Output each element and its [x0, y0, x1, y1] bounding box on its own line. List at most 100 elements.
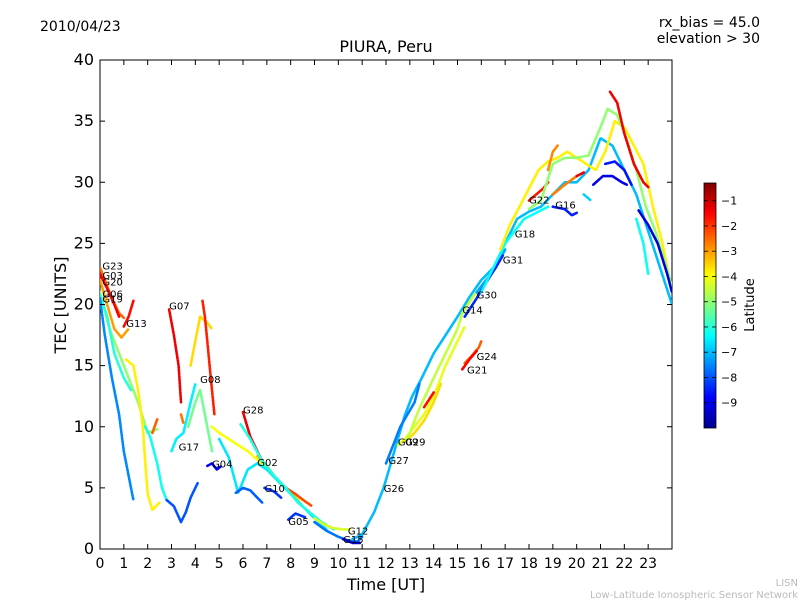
date-label: 2010/04/23	[40, 19, 121, 35]
satellite-track	[460, 349, 478, 371]
satellite-track	[206, 462, 223, 471]
prn-label: G17	[179, 442, 199, 453]
satellite-track	[499, 119, 672, 294]
y-tick-label: 10	[74, 417, 94, 436]
prn-label: G06	[102, 289, 122, 300]
satellite-track	[144, 425, 168, 502]
prn-label: G19	[102, 294, 122, 305]
prn-label: G20	[102, 277, 122, 288]
x-tick-label: 8	[286, 556, 295, 572]
prn-label: G14	[462, 305, 482, 316]
satellite-track	[406, 284, 483, 441]
y-tick-label: 35	[74, 111, 94, 130]
prn-label: G31	[503, 255, 523, 266]
prn-label: G12	[348, 527, 368, 538]
colorbar-tick-label: −4	[721, 270, 737, 283]
prn-label: G04	[212, 459, 232, 470]
prn-label: G26	[384, 484, 404, 495]
y-axis-label: TEC [UNITS]	[51, 257, 70, 355]
axes-layer: 0 1 2 3 4 5 6 7 8 9 10 11 12 13 14 15 16 17 18 19 20 21 22 2305…	[74, 50, 672, 572]
plot-area: 0 1 2 3 4 5 6 7 8 9 10 11 12 13 14 15 16 17 18 19 20 21 22 2305…	[74, 50, 673, 572]
colorbar: −9 −8 −7 −6 −5 −4 −3 −2 −1 Latitude	[703, 182, 758, 429]
satellite-track	[396, 325, 467, 447]
satellite-track	[551, 174, 579, 196]
x-tick-label: 18	[520, 556, 538, 572]
x-axis-label: Time [UT]	[346, 575, 425, 594]
colorbar-tick-label: −5	[721, 296, 737, 309]
x-tick-label: 2	[143, 556, 152, 572]
colorbar-gradient	[703, 182, 717, 429]
x-tick-label: 1	[119, 556, 128, 572]
colorbar-ticks: −9 −8 −7 −6 −5 −4 −3 −2 −1	[704, 195, 737, 410]
x-tick-label: 5	[215, 556, 224, 572]
x-tick-label: 19	[544, 556, 562, 572]
y-tick-label: 15	[74, 356, 94, 375]
chart-title: PIURA, Peru	[339, 37, 432, 56]
x-tick-label: 21	[592, 556, 610, 572]
x-tick-label: 16	[472, 556, 490, 572]
rx-bias-label: rx_bias = 45.0	[659, 15, 760, 31]
satellite-track	[100, 278, 130, 339]
satellite-track	[582, 193, 593, 202]
satellite-track	[234, 486, 264, 504]
x-tick-label: 20	[568, 556, 586, 572]
prn-label: G28	[243, 406, 263, 417]
y-tick-label: 25	[74, 233, 94, 252]
satellite-track	[527, 107, 672, 288]
x-tick-label: 23	[639, 556, 657, 572]
satellite-track	[603, 160, 633, 186]
elevation-label: elevation > 30	[657, 31, 760, 47]
colorbar-tick-label: −3	[721, 245, 737, 258]
satellite-track	[637, 209, 672, 294]
x-tick-label: 11	[353, 556, 371, 572]
prn-label: G13	[126, 319, 146, 330]
satellite-track	[167, 308, 183, 404]
colorbar-tick-label: −6	[721, 321, 737, 334]
series-layer	[100, 90, 672, 545]
x-tick-label: 9	[310, 556, 319, 572]
prn-label: G08	[200, 375, 220, 386]
satellite-track	[403, 382, 443, 443]
x-tick-label: 3	[167, 556, 176, 572]
footer-org-short: LISN	[776, 578, 798, 589]
satellite-track	[151, 418, 159, 435]
x-tick-label: 10	[329, 556, 347, 572]
prn-label: G02	[257, 458, 277, 469]
colorbar-tick-label: −9	[721, 397, 737, 410]
satellite-track	[100, 293, 133, 392]
satellite-track	[170, 382, 197, 453]
prn-label: G21	[467, 365, 487, 376]
plot-frame	[99, 59, 673, 550]
y-tick-label: 5	[84, 478, 94, 497]
satellite-track	[100, 297, 135, 502]
prn-label: G05	[288, 517, 308, 528]
footer-org-full: Low-Latitude Ionospheric Sensor Network	[590, 590, 798, 600]
satellite-track	[286, 512, 307, 522]
y-tick-label: 40	[74, 50, 94, 69]
x-tick-label: 6	[239, 556, 248, 572]
colorbar-tick-label: −2	[721, 220, 737, 233]
satellite-track	[384, 382, 421, 465]
satellite-track	[186, 388, 214, 453]
satellite-track	[313, 517, 352, 531]
satellite-track	[341, 537, 362, 545]
satellite-track	[551, 205, 579, 217]
colorbar-tick-label: −1	[721, 195, 737, 208]
colorbar-tick-label: −7	[721, 346, 737, 359]
satellite-track	[422, 391, 436, 409]
y-tick-label: 0	[84, 539, 94, 558]
x-tick-label: 7	[262, 556, 271, 572]
x-tick-label: 17	[496, 556, 514, 572]
satellite-track	[201, 299, 216, 416]
x-tick-label: 22	[615, 556, 633, 572]
satellite-track	[284, 486, 314, 508]
y-tick-label: 30	[74, 172, 94, 191]
satellite-track	[591, 174, 629, 186]
prn-label: G22	[529, 195, 549, 206]
prn-label: G27	[388, 456, 408, 467]
satellite-track	[165, 481, 199, 524]
prn-label: G29	[405, 437, 425, 448]
prn-label: G07	[169, 302, 189, 313]
satellite-track	[608, 90, 650, 189]
